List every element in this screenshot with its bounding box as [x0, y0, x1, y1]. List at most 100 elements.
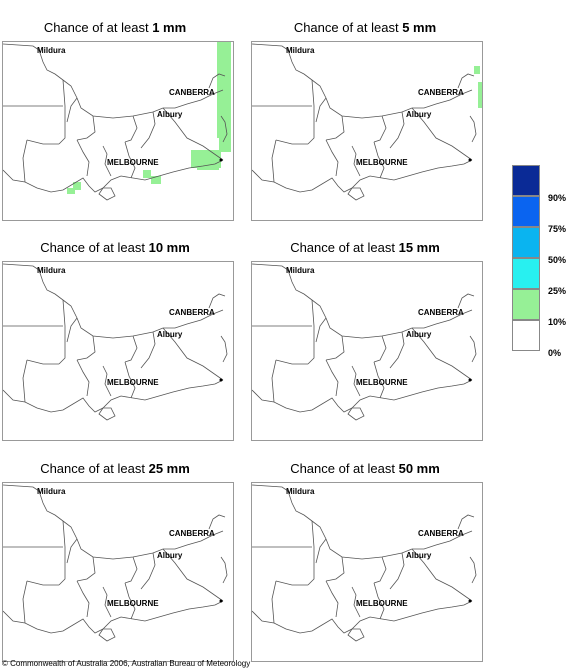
district-boundary	[76, 359, 90, 397]
district-boundary	[76, 335, 96, 361]
title-prefix: Chance of at least	[40, 461, 149, 476]
district-boundary	[22, 139, 28, 183]
district-boundary	[469, 115, 477, 143]
district-boundary	[26, 359, 59, 365]
district-boundary	[271, 139, 277, 183]
title-amount: 15 mm	[398, 240, 440, 255]
city-label-mildura: Mildura	[286, 266, 315, 275]
map-outline	[3, 43, 228, 201]
port-phillip-bay	[98, 187, 116, 201]
district-boundary	[307, 79, 315, 145]
district-boundary	[373, 361, 385, 399]
map-10mm: Mildura CANBERRA Albury MELBOURNE	[2, 261, 234, 441]
city-label-melbourne: MELBOURNE	[356, 599, 408, 608]
city-label-albury: Albury	[157, 330, 183, 339]
title-amount: 10 mm	[148, 240, 190, 255]
district-boundary	[275, 139, 308, 145]
district-boundary	[162, 107, 224, 161]
district-boundary	[325, 359, 339, 397]
district-boundary	[325, 115, 345, 141]
legend-label-10: 10%	[548, 317, 567, 327]
map-25mm: Mildura CANBERRA Albury MELBOURNE	[2, 482, 234, 662]
district-boundary	[58, 299, 66, 365]
legend-swatch	[512, 320, 540, 351]
district-boundary	[124, 141, 136, 179]
city-label-canberra: CANBERRA	[169, 529, 215, 538]
district-boundary	[307, 299, 315, 365]
district-boundary	[208, 514, 226, 530]
map-outline	[252, 263, 477, 421]
legend-label-25: 25%	[548, 286, 567, 296]
city-label-mildura: Mildura	[286, 487, 315, 496]
district-boundary	[140, 552, 156, 590]
city-label-albury: Albury	[157, 110, 183, 119]
district-boundary	[252, 484, 473, 560]
title-amount: 5 mm	[402, 20, 437, 35]
map-outline	[3, 263, 228, 421]
port-phillip-bay	[347, 187, 365, 201]
district-boundary	[275, 359, 308, 365]
city-label-melbourne: MELBOURNE	[107, 599, 159, 608]
probability-legend	[512, 165, 540, 351]
title-prefix: Chance of at least	[40, 240, 149, 255]
probability-cell	[191, 150, 221, 168]
district-boundary	[469, 556, 477, 584]
district-boundary	[373, 141, 385, 179]
city-label-albury: Albury	[406, 330, 432, 339]
district-boundary	[162, 327, 224, 381]
gabo-island-marker	[219, 599, 223, 603]
district-boundary	[208, 73, 226, 89]
panel-title-10mm: Chance of at least 10 mm	[0, 240, 230, 255]
district-boundary	[457, 73, 475, 89]
district-boundary	[411, 327, 473, 381]
district-boundary	[66, 317, 78, 343]
map-15mm: Mildura CANBERRA Albury MELBOURNE	[251, 261, 483, 441]
port-phillip-bay	[98, 407, 116, 421]
city-label-canberra: CANBERRA	[418, 308, 464, 317]
map-5mm: Mildura CANBERRA Albury MELBOURNE	[251, 41, 483, 221]
district-boundary	[76, 556, 96, 582]
legend-swatch	[512, 227, 540, 258]
probability-cell	[67, 188, 75, 194]
district-boundary	[315, 97, 327, 123]
district-boundary	[325, 580, 339, 618]
district-boundary	[102, 365, 112, 397]
district-boundary	[389, 331, 405, 369]
panel-title-50mm: Chance of at least 50 mm	[250, 461, 480, 476]
city-label-mildura: Mildura	[37, 487, 66, 496]
district-boundary	[3, 43, 224, 119]
district-boundary	[102, 145, 112, 177]
map-outline	[3, 484, 228, 642]
map-50mm: Mildura CANBERRA Albury MELBOURNE	[251, 482, 483, 662]
district-boundary	[373, 582, 385, 620]
city-label-canberra: CANBERRA	[169, 308, 215, 317]
district-boundary	[3, 484, 224, 560]
city-label-canberra: CANBERRA	[418, 529, 464, 538]
port-phillip-bay	[98, 628, 116, 642]
city-label-melbourne: MELBOURNE	[107, 158, 159, 167]
district-boundary	[76, 580, 90, 618]
district-boundary	[351, 145, 361, 177]
district-boundary	[351, 365, 361, 397]
city-label-albury: Albury	[157, 551, 183, 560]
legend-label-50: 50%	[548, 255, 567, 265]
probability-cell	[73, 182, 81, 190]
district-boundary	[457, 514, 475, 530]
gabo-island-marker	[468, 158, 472, 162]
district-boundary	[124, 556, 138, 584]
district-boundary	[373, 556, 387, 584]
district-boundary	[58, 520, 66, 586]
gabo-island-marker	[468, 599, 472, 603]
district-boundary	[140, 331, 156, 369]
city-label-albury: Albury	[406, 551, 432, 560]
city-label-canberra: CANBERRA	[169, 88, 215, 97]
legend-label-90: 90%	[548, 193, 567, 203]
district-boundary	[252, 263, 473, 339]
district-boundary	[140, 111, 156, 149]
panel-title-15mm: Chance of at least 15 mm	[250, 240, 480, 255]
district-boundary	[102, 586, 112, 618]
city-label-canberra: CANBERRA	[418, 88, 464, 97]
district-boundary	[66, 538, 78, 564]
district-boundary	[373, 115, 387, 143]
district-boundary	[76, 115, 96, 141]
